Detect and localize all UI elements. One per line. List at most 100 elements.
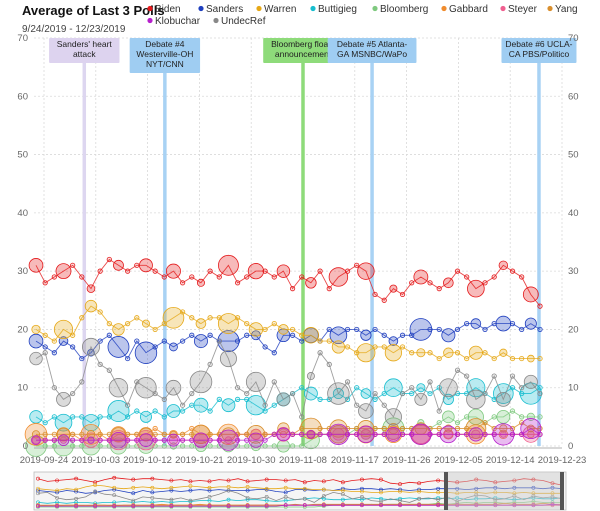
data-point: [499, 424, 508, 433]
data-point: [134, 338, 140, 344]
data-point: [29, 410, 43, 424]
data-point: [436, 408, 442, 414]
navigator-point: [55, 488, 59, 493]
data-point: [537, 355, 543, 362]
navigator-point: [150, 490, 155, 495]
legend-label-sanders[interactable]: Sanders: [206, 4, 243, 15]
navigator-point: [169, 504, 174, 508]
data-point: [509, 431, 516, 437]
data-point: [520, 418, 542, 440]
data-point: [289, 390, 296, 397]
data-point: [56, 391, 71, 407]
data-point: [180, 309, 186, 315]
navigator-point: [417, 481, 421, 486]
navigator-point: [474, 496, 479, 501]
data-point: [161, 274, 167, 280]
data-point: [262, 443, 268, 449]
event-label-text: Debate #4: [145, 39, 184, 49]
data-point: [276, 328, 291, 343]
navigator-point: [455, 486, 460, 491]
data-point: [262, 437, 268, 443]
navigator-point: [360, 503, 364, 508]
data-point: [384, 344, 402, 362]
navigator-selection[interactable]: [446, 472, 562, 510]
data-point: [509, 408, 516, 414]
data-point: [470, 318, 482, 329]
legend-label-warren[interactable]: Warren: [264, 4, 296, 15]
event-label-text: NYT/CNN: [146, 59, 184, 69]
data-point: [427, 390, 433, 397]
data-point: [165, 379, 182, 396]
data-point: [139, 433, 153, 448]
legend-label-yang[interactable]: Yang: [555, 4, 578, 15]
legend-label-biden[interactable]: Biden: [155, 4, 181, 15]
data-point: [467, 279, 485, 298]
navigator-point: [93, 480, 98, 485]
legend-label-buttigieg[interactable]: Buttigieg: [318, 4, 357, 15]
data-point: [464, 274, 470, 280]
data-point: [381, 425, 387, 432]
x-tick-label: 2019-10-30: [227, 455, 276, 466]
x-tick-label: 2019-12-23: [538, 455, 587, 466]
navigator-point: [379, 499, 383, 504]
navigator-handle-right[interactable]: [560, 472, 564, 510]
data-point: [519, 385, 525, 391]
data-point: [326, 361, 332, 367]
y-tick-label-left: 10: [17, 383, 28, 394]
data-point: [70, 262, 76, 268]
data-point: [360, 388, 372, 399]
data-point: [217, 313, 239, 335]
data-point: [399, 431, 406, 437]
data-point: [491, 274, 497, 280]
data-point: [245, 371, 266, 392]
series-biden: [28, 254, 543, 309]
navigator-point: [207, 504, 212, 508]
data-point: [357, 262, 375, 280]
data-point: [499, 348, 508, 357]
navigator-point: [74, 496, 79, 501]
data-point: [357, 425, 375, 444]
legend-label-klobuchar[interactable]: Klobuchar: [155, 16, 201, 27]
data-point: [329, 326, 348, 345]
data-point: [519, 274, 525, 280]
data-point: [276, 264, 291, 278]
data-point: [454, 350, 461, 356]
data-point: [381, 402, 387, 408]
data-point: [106, 332, 112, 338]
data-point: [409, 385, 415, 391]
navigator-point: [474, 503, 479, 508]
navigator-point: [340, 503, 345, 508]
navigator-point: [474, 486, 479, 491]
legend-label-gabbard[interactable]: Gabbard: [449, 4, 488, 15]
data-point: [207, 408, 213, 414]
navigator-point: [93, 489, 98, 494]
navigator-point: [455, 495, 460, 500]
data-point: [207, 361, 213, 367]
data-point: [262, 431, 268, 437]
legend-label-steyer[interactable]: Steyer: [508, 4, 538, 15]
data-point: [165, 263, 181, 279]
legend-label-bloomberg[interactable]: Bloomberg: [380, 4, 428, 15]
data-point: [493, 383, 514, 404]
legend-label-undecref[interactable]: UndecRef: [221, 16, 266, 27]
range-navigator[interactable]: [33, 471, 567, 511]
navigator-point: [417, 496, 421, 501]
navigator-point: [321, 479, 326, 484]
y-tick-label-right: 20: [568, 324, 579, 335]
data-point: [112, 323, 125, 336]
data-point: [134, 315, 140, 321]
navigator-point: [379, 503, 383, 508]
y-tick-label-left: 50: [17, 150, 28, 161]
data-point: [97, 437, 103, 443]
navigator-point: [283, 503, 288, 508]
data-point: [246, 425, 266, 444]
y-tick-label-left: 20: [17, 324, 28, 335]
data-point: [276, 439, 290, 453]
data-point: [427, 326, 433, 333]
data-point: [389, 284, 398, 293]
navigator-point: [188, 488, 193, 493]
navigator-point: [283, 485, 288, 490]
navigator-point: [74, 504, 79, 508]
data-point: [139, 410, 152, 423]
navigator-handle-left[interactable]: [444, 472, 448, 510]
